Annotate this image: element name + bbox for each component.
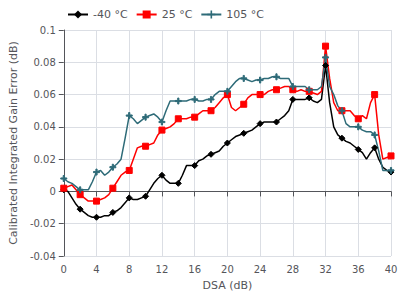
svg-text:16: 16 [188, 264, 201, 275]
svg-text:25 °C: 25 °C [162, 8, 193, 21]
svg-text:0.04: 0.04 [34, 121, 56, 132]
svg-text:4: 4 [93, 264, 99, 275]
svg-text:0.1: 0.1 [40, 25, 56, 36]
svg-text:20: 20 [221, 264, 234, 275]
svg-text:-0.04: -0.04 [30, 251, 56, 262]
svg-text:0.06: 0.06 [34, 89, 56, 100]
svg-text:105 °C: 105 °C [226, 8, 264, 21]
svg-text:-0.02: -0.02 [30, 218, 56, 229]
svg-text:24: 24 [254, 264, 267, 275]
svg-text:-40 °C: -40 °C [93, 8, 128, 21]
svg-text:28: 28 [286, 264, 299, 275]
svg-text:0: 0 [61, 264, 67, 275]
svg-text:Calibrated Integrated Gain Err: Calibrated Integrated Gain Error (dB) [7, 41, 20, 245]
svg-text:12: 12 [156, 264, 169, 275]
svg-text:0.02: 0.02 [34, 154, 56, 165]
svg-text:DSA (dB): DSA (dB) [202, 279, 252, 292]
svg-text:0: 0 [49, 186, 55, 197]
svg-text:40: 40 [385, 264, 398, 275]
svg-text:32: 32 [319, 264, 332, 275]
svg-text:8: 8 [126, 264, 132, 275]
svg-text:0.08: 0.08 [34, 57, 56, 68]
svg-text:36: 36 [352, 264, 365, 275]
